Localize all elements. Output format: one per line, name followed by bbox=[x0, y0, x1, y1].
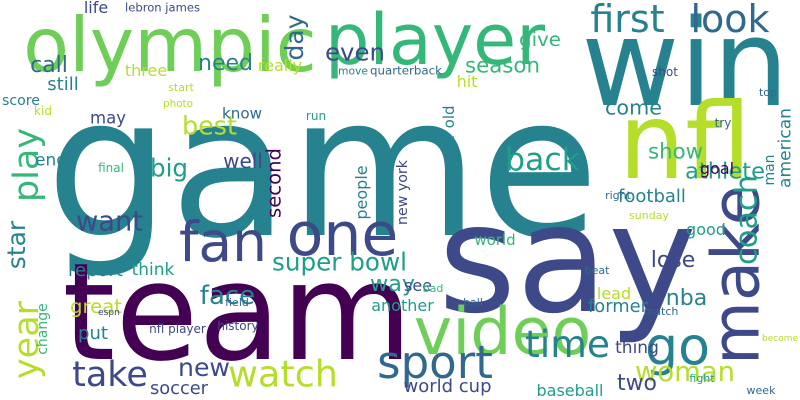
word-match: match bbox=[643, 305, 679, 318]
word-time: time bbox=[525, 322, 610, 367]
word-come: come bbox=[605, 95, 662, 120]
word-report: report bbox=[68, 260, 123, 281]
word-still: still bbox=[47, 74, 79, 95]
word-video: video bbox=[413, 295, 592, 370]
word-field: field bbox=[225, 296, 249, 309]
word-move: move bbox=[338, 64, 368, 78]
word-score: score bbox=[2, 92, 40, 109]
word-history: history bbox=[217, 319, 259, 333]
word-know: know bbox=[222, 104, 262, 123]
word-fan: fan bbox=[179, 210, 267, 274]
word-sport: sport bbox=[377, 336, 493, 389]
word-espn: espn bbox=[98, 307, 120, 318]
word-even: even bbox=[325, 37, 385, 67]
word-man: man bbox=[762, 154, 778, 186]
word-take: take bbox=[72, 355, 148, 395]
word-ball: ball bbox=[463, 296, 483, 309]
word-try: try bbox=[714, 116, 732, 130]
word-say: say bbox=[438, 173, 697, 347]
word-coach: coach bbox=[729, 175, 765, 265]
word-need: need bbox=[198, 51, 253, 76]
word-watch: watch bbox=[228, 352, 338, 396]
word-fight: fight bbox=[689, 372, 715, 385]
word-kid: kid bbox=[34, 104, 52, 118]
word-put: put bbox=[78, 323, 108, 344]
word-great: great bbox=[70, 295, 122, 319]
word-second: second bbox=[262, 148, 286, 218]
word-way: way bbox=[370, 270, 415, 297]
word-world: world bbox=[474, 231, 516, 249]
word-week: week bbox=[746, 384, 776, 397]
word-right: right bbox=[605, 189, 631, 202]
word-win: win bbox=[581, 0, 789, 134]
word-olympic: olympic bbox=[23, 1, 317, 89]
word-best: best bbox=[182, 110, 237, 141]
word-new-york: new york bbox=[394, 160, 411, 225]
word-sunday: sunday bbox=[629, 209, 669, 222]
word-people: people bbox=[352, 165, 371, 220]
word-lebron-james: lebron james bbox=[125, 0, 200, 15]
word-two: two bbox=[617, 371, 657, 397]
word-athlete: athlete bbox=[685, 158, 765, 185]
word-shot: shot bbox=[652, 65, 678, 79]
word-lose: lose bbox=[650, 248, 696, 273]
word-become: become bbox=[762, 334, 798, 344]
word-call: call bbox=[30, 53, 68, 78]
word-change: change bbox=[35, 303, 51, 355]
word-nfl-player: nfl player bbox=[149, 322, 206, 336]
word-back: back bbox=[505, 142, 580, 179]
word-really: really bbox=[257, 56, 303, 75]
word-quarterback: quarterback bbox=[370, 63, 442, 78]
word-another: another bbox=[371, 296, 434, 315]
word-year-old: year old bbox=[440, 105, 458, 167]
word-run: run bbox=[305, 109, 327, 123]
word-nba: nba bbox=[665, 286, 708, 311]
word-player: player bbox=[324, 0, 546, 81]
word-beat: beat bbox=[584, 264, 610, 277]
word-soccer: soccer bbox=[150, 378, 208, 400]
word-go: go bbox=[645, 317, 710, 378]
word-thing: thing bbox=[615, 338, 659, 358]
word-woman: woman bbox=[635, 356, 735, 388]
word-well: well bbox=[223, 149, 263, 173]
word-show: show bbox=[648, 139, 703, 165]
word-life: life bbox=[83, 0, 109, 17]
word-hit: hit bbox=[456, 72, 478, 91]
word-give: give bbox=[519, 28, 561, 52]
word-lead: lead bbox=[596, 284, 632, 303]
word-former: former bbox=[588, 296, 648, 318]
word-bad: bad bbox=[422, 282, 444, 295]
word-game: game bbox=[45, 54, 600, 281]
word-world-cup: world cup bbox=[403, 376, 492, 397]
word-good: good bbox=[686, 220, 726, 239]
word-final: final bbox=[98, 161, 124, 175]
word-end: end bbox=[35, 150, 67, 171]
word-star: star bbox=[2, 220, 31, 270]
word-look: look bbox=[690, 0, 770, 41]
word-first: first bbox=[590, 0, 665, 41]
word-may: may bbox=[90, 108, 126, 128]
word-super-bowl: super bowl bbox=[272, 247, 407, 277]
word-one: one bbox=[286, 200, 399, 270]
word-see: see bbox=[403, 276, 433, 295]
word-season: season bbox=[465, 53, 540, 79]
word-day: day bbox=[280, 14, 309, 61]
word-start: start bbox=[168, 81, 194, 94]
word-nfl: nfl bbox=[618, 81, 752, 203]
word-photo: photo bbox=[163, 97, 193, 110]
word-team: team bbox=[62, 234, 413, 391]
word-american: american bbox=[775, 108, 796, 188]
word-football: football bbox=[618, 186, 686, 207]
word-three: three bbox=[124, 61, 168, 80]
word-top: top bbox=[758, 86, 778, 99]
word-new: new bbox=[178, 352, 230, 382]
word-face: face bbox=[199, 281, 256, 311]
word-goal: goal bbox=[699, 159, 735, 178]
word-big: big bbox=[150, 153, 188, 183]
word-baseball: baseball bbox=[536, 381, 604, 400]
word-think: think bbox=[131, 260, 175, 280]
word-want: want bbox=[76, 206, 143, 238]
